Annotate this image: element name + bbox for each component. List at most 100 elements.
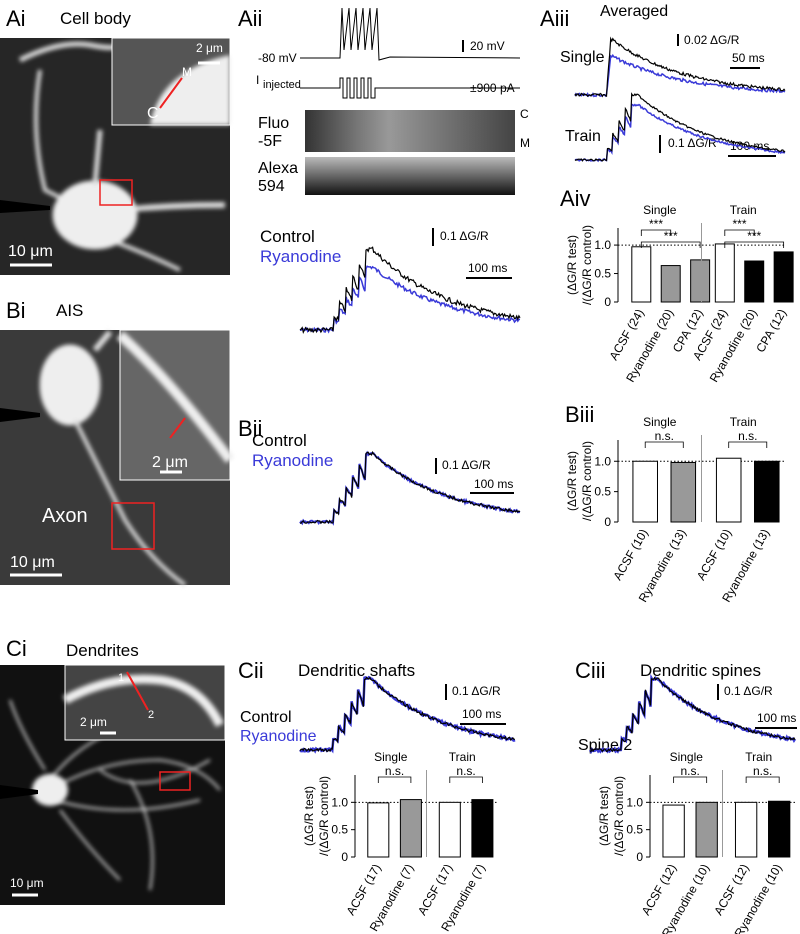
panel-label: Ciii <box>575 658 606 683</box>
bar <box>631 246 652 303</box>
significance-label: n.s. <box>655 429 674 443</box>
bar <box>714 243 735 303</box>
y-axis-label: /(ΔG/R control) <box>612 776 626 856</box>
trace <box>574 92 786 162</box>
bar <box>744 260 765 303</box>
y-tick-label: 1.0 <box>626 795 643 809</box>
linescan-image <box>305 110 515 152</box>
bar-chart: 00.51.0(ΔG/R test)/(ΔG/R control)SingleA… <box>597 750 795 934</box>
linescan-image <box>305 157 515 195</box>
current-label: injected <box>263 79 301 91</box>
y-tick-label: 0.5 <box>626 823 643 837</box>
scale-label: 0.1 ΔG/R <box>442 458 491 472</box>
image-label: 594 <box>258 178 285 195</box>
scale-label: 0.1 ΔG/R <box>440 229 489 243</box>
voltage-trace <box>300 7 521 99</box>
legend-entry: Control <box>260 227 315 246</box>
legend-entry: Control <box>240 709 292 726</box>
bar <box>753 460 780 523</box>
significance-bracket <box>640 229 672 236</box>
significance-bracket <box>724 229 755 236</box>
group-label: Train <box>449 750 476 764</box>
trace <box>574 53 786 98</box>
bar-chart: 00.51.0(ΔG/R test)/(ΔG/R control)SingleA… <box>565 203 794 385</box>
scale-label: 0.02 ΔG/R <box>684 33 740 47</box>
image-label: Fluo <box>258 115 289 132</box>
y-tick-label: 1.0 <box>331 795 348 809</box>
panel-title: Dendrites <box>66 641 139 660</box>
panel-title: Dendritic shafts <box>298 661 415 680</box>
bar <box>632 460 658 523</box>
scale-label: 0.1 ΔG/R <box>668 136 717 150</box>
significance-label: n.s. <box>680 764 699 778</box>
significance-bracket <box>640 241 701 248</box>
scale-label: 100 ms <box>474 477 513 491</box>
row-label: Single <box>560 49 605 66</box>
significance-label: n.s. <box>456 764 475 778</box>
y-tick-label: 0 <box>604 515 611 529</box>
significance-label: *** <box>733 217 747 231</box>
trace <box>300 450 521 525</box>
panel-title: Dendritic spines <box>640 661 761 680</box>
group-label: Single <box>643 203 677 217</box>
bar <box>670 461 697 523</box>
y-axis-label: /(ΔG/R control) <box>580 441 594 521</box>
bar <box>768 800 791 858</box>
bar <box>660 265 681 303</box>
significance-bracket <box>745 776 780 783</box>
bar <box>734 801 758 858</box>
trace <box>299 676 516 753</box>
point-label: 2 <box>148 709 154 721</box>
line-label: C <box>520 107 529 121</box>
scale-label: 100 ms <box>757 711 796 725</box>
bar <box>715 457 742 523</box>
trace <box>574 36 786 98</box>
structure-label: Axon <box>42 505 88 527</box>
scale-label: 100 ms <box>462 707 501 721</box>
scale-label: 10 μm <box>10 876 44 890</box>
panel-label: Aii <box>238 6 262 31</box>
panel-title: Cell body <box>60 9 131 28</box>
y-tick-label: 0 <box>604 295 611 309</box>
group-label: Single <box>670 750 704 764</box>
y-tick-label: 0.5 <box>331 823 348 837</box>
y-axis-label: (ΔG/R test) <box>302 786 316 846</box>
group-label: Train <box>745 750 772 764</box>
panel-label: Bii <box>238 416 262 441</box>
panel-label: Biii <box>565 402 594 427</box>
dendrite-image <box>0 664 226 905</box>
scale-label: 0.1 ΔG/R <box>452 684 501 698</box>
bar <box>690 259 711 303</box>
y-axis-label: /(ΔG/R control) <box>580 225 594 305</box>
significance-label: *** <box>747 229 761 243</box>
panel-label: Cii <box>238 658 264 683</box>
group-label: Single <box>643 415 677 429</box>
scale-label: 2 μm <box>80 715 107 729</box>
y-tick-label: 1.0 <box>594 454 611 468</box>
y-tick-label: 0 <box>636 850 643 864</box>
marker-label: C <box>147 105 159 122</box>
panel-label: Aiii <box>540 6 569 31</box>
scale-label: 100 ms <box>468 261 507 275</box>
y-tick-label: 0.5 <box>594 485 611 499</box>
current-amp: ±900 pA <box>470 81 515 95</box>
legend-entry: Ryanodine <box>252 451 333 470</box>
significance-bracket <box>644 441 684 448</box>
panel-label: Ci <box>6 636 27 661</box>
trace <box>299 246 521 335</box>
trace <box>299 265 521 334</box>
bar <box>367 802 390 858</box>
group-label: Train <box>730 203 757 217</box>
scale-label: 2 μm <box>196 41 223 55</box>
scale-label: 20 mV <box>470 39 505 53</box>
significance-label: *** <box>649 217 663 231</box>
panel-label: Bi <box>6 298 26 323</box>
row-label: Train <box>565 128 601 145</box>
image-label: -5F <box>258 133 282 150</box>
cell-body-image <box>0 37 231 275</box>
bar <box>662 804 685 858</box>
scale-label: 50 ms <box>732 51 765 65</box>
bar <box>399 799 422 858</box>
bar <box>773 251 794 303</box>
